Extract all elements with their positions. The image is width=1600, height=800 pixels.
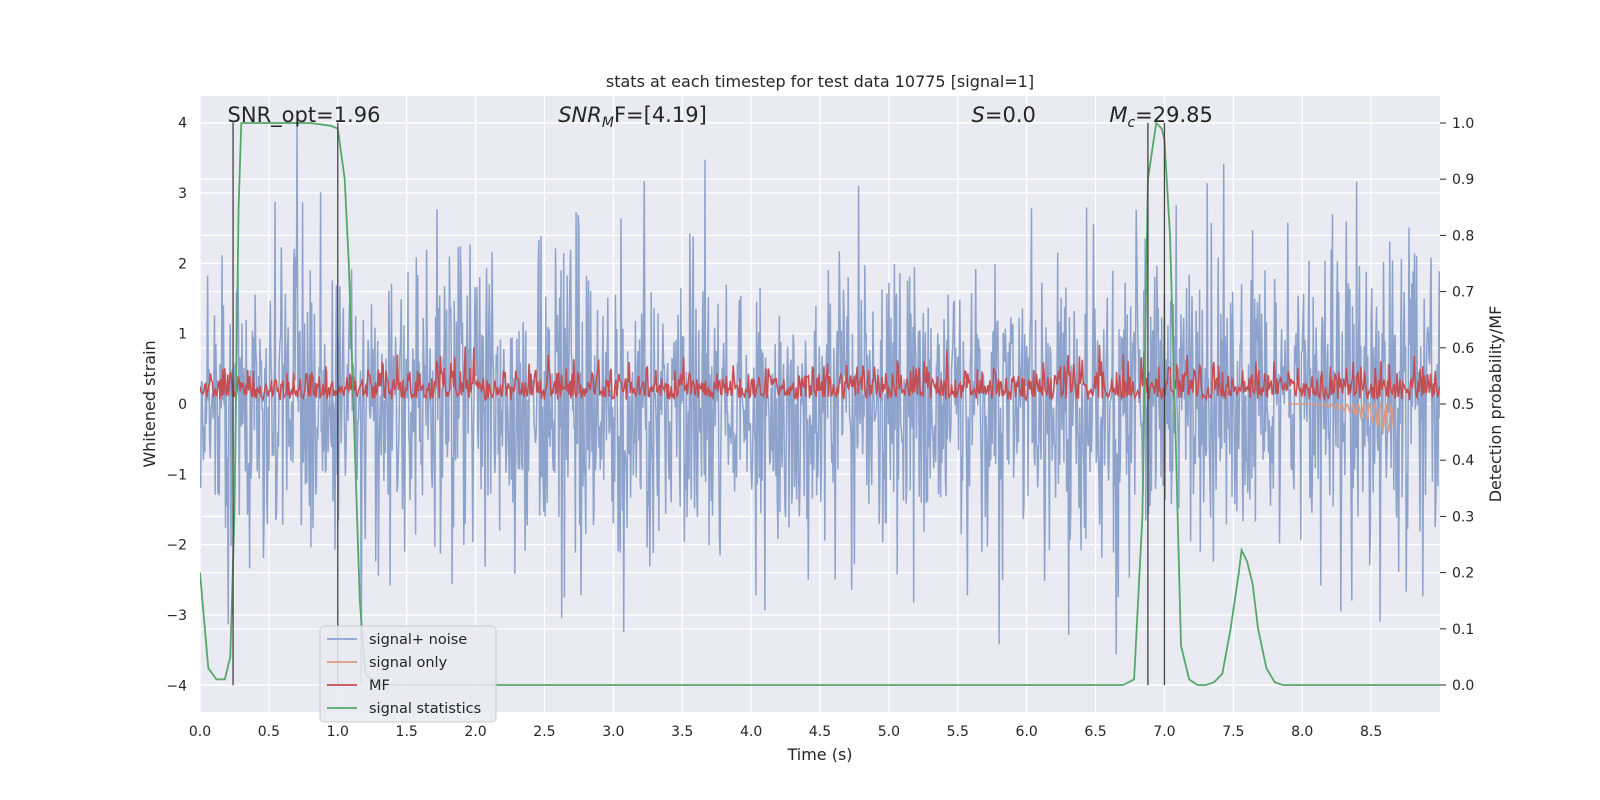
x-tick-label: 2.0 [464, 724, 486, 740]
annotation-2: S=0.0 [972, 103, 1036, 127]
x-axis-title: Time (s) [786, 745, 852, 764]
x-tick-label: 1.5 [396, 724, 418, 740]
y2-tick-label: 0.8 [1452, 228, 1474, 244]
series-mf [200, 344, 1440, 403]
y2-tick-label: 0.5 [1452, 397, 1474, 413]
legend-label: signal+ noise [369, 632, 467, 648]
y2-tick-label: 0.6 [1452, 341, 1474, 357]
y2-tick-label: 0.4 [1452, 453, 1474, 469]
y-tick-label: 0 [178, 397, 187, 413]
y2-axis-title: Detection probability/MF [1486, 306, 1505, 503]
y-tick-label: −4 [166, 678, 187, 694]
x-tick-label: 5.5 [947, 724, 969, 740]
legend: signal+ noise signal only MF signal statist… [319, 625, 497, 723]
x-tick-label: 7.5 [1222, 724, 1244, 740]
y2-tick-label: 1.0 [1452, 116, 1474, 132]
x-tick-label: 3.5 [671, 724, 693, 740]
y-tick-label: −2 [166, 538, 187, 554]
chart-title: stats at each timestep for test data 107… [606, 72, 1034, 91]
x-tick-label: 7.0 [1153, 724, 1175, 740]
x-tick-label: 6.5 [1084, 724, 1106, 740]
y-tick-label: −3 [166, 608, 187, 624]
ticks: 0.0 0.5 1.0 1.5 2.0 2.5 3.0 3.5 4.0 4.5 5.0 5.5 6.0 6… [166, 116, 1474, 740]
x-tick-label: 0.0 [189, 724, 211, 740]
x-tick-label: 5.0 [878, 724, 900, 740]
x-tick-label: 0.5 [258, 724, 280, 740]
series-signal-only [1288, 401, 1394, 433]
x-tick-label: 8.0 [1291, 724, 1313, 740]
legend-label: MF [369, 678, 390, 694]
annotation-0: SNR_opt=1.96 [228, 103, 381, 128]
y2-tick-label: 0.7 [1452, 285, 1474, 301]
y2-tick-label: 0.1 [1452, 622, 1474, 638]
y2-tick-label: 0.2 [1452, 566, 1474, 582]
vertical-markers [232, 122, 1166, 686]
x-tick-label: 2.5 [533, 724, 555, 740]
y-tick-label: 2 [178, 256, 187, 272]
annotations: SNR_opt=1.96 SNRMF=[4.19] S=0.0 Mc=29.85 [228, 103, 1213, 131]
y2-tick-label: 0.0 [1452, 678, 1474, 694]
y-tick-label: 3 [178, 186, 187, 202]
x-tick-label: 4.5 [809, 724, 831, 740]
annotation-3: Mc=29.85 [1109, 103, 1213, 131]
y-tick-label: 4 [178, 116, 187, 132]
y-tick-label: −1 [166, 467, 187, 483]
legend-box [319, 625, 497, 723]
y2-tick-label: 0.3 [1452, 509, 1474, 525]
x-tick-label: 4.0 [740, 724, 762, 740]
y-axis-title: Whitened strain [140, 340, 159, 467]
legend-label: signal only [369, 655, 448, 671]
y2-tick-label: 0.9 [1452, 172, 1474, 188]
data-layer [200, 121, 1440, 686]
x-tick-label: 8.5 [1360, 724, 1382, 740]
x-tick-label: 3.0 [602, 724, 624, 740]
y-tick-label: 1 [178, 327, 187, 343]
annotation-1: SNRMF=[4.19] [558, 103, 707, 131]
x-tick-label: 1.0 [327, 724, 349, 740]
x-tick-label: 6.0 [1016, 724, 1038, 740]
legend-label: signal statistics [369, 701, 481, 717]
series-signal-statistics [200, 121, 1440, 686]
